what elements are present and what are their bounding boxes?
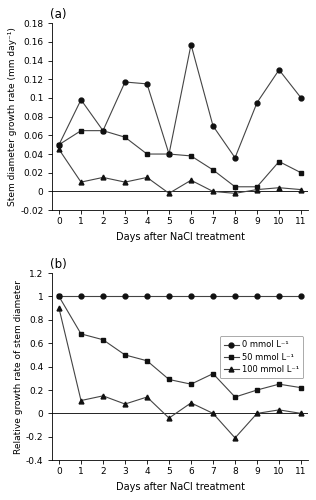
Y-axis label: Stem diameter growth rate (mm day⁻¹): Stem diameter growth rate (mm day⁻¹): [8, 27, 17, 206]
Text: (a): (a): [50, 8, 66, 21]
Y-axis label: Relative growth rate of stem diameter: Relative growth rate of stem diameter: [14, 280, 23, 454]
Legend: 0 mmol L⁻¹, 50 mmol L⁻¹, 100 mmol L⁻¹: 0 mmol L⁻¹, 50 mmol L⁻¹, 100 mmol L⁻¹: [220, 336, 303, 378]
Text: (b): (b): [50, 258, 67, 271]
X-axis label: Days after NaCl treatment: Days after NaCl treatment: [116, 232, 245, 241]
X-axis label: Days after NaCl treatment: Days after NaCl treatment: [116, 482, 245, 492]
